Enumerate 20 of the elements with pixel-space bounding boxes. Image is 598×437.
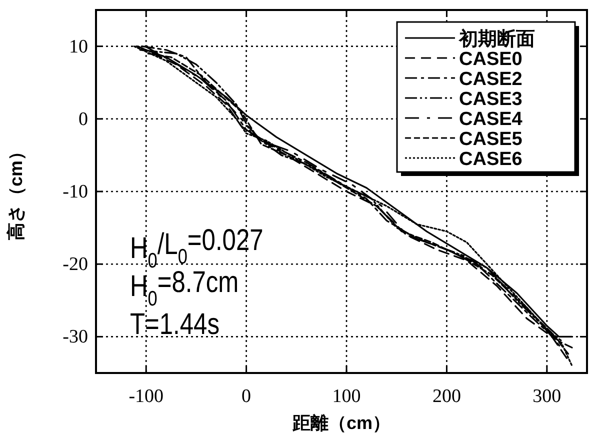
y-axis-title: 高さ（cm） (6, 142, 26, 241)
legend-label: CASE4 (459, 109, 523, 130)
annotation: T=1.44s (130, 306, 220, 341)
legend-label: CASE6 (459, 149, 522, 170)
y-tick-label: -10 (62, 182, 88, 202)
y-tick-label: -30 (62, 326, 88, 348)
x-tick-label: 0 (242, 386, 252, 407)
legend-label: 初期断面 (458, 28, 535, 50)
y-tick-label: 0 (78, 108, 88, 130)
x-tick-label: 200 (432, 386, 461, 407)
x-tick-label: 300 (532, 386, 562, 407)
y-tick-label: 10 (69, 36, 88, 58)
legend-label: CASE2 (459, 69, 522, 90)
x-axis-title: 距離（cm） (291, 413, 391, 433)
x-tick-label: 100 (332, 386, 361, 407)
legend-label: CASE3 (459, 89, 522, 110)
x-tick-label: -100 (128, 386, 164, 407)
legend-label: CASE0 (459, 49, 522, 70)
legend-label: CASE5 (459, 129, 523, 150)
y-tick-label: -20 (62, 254, 88, 276)
